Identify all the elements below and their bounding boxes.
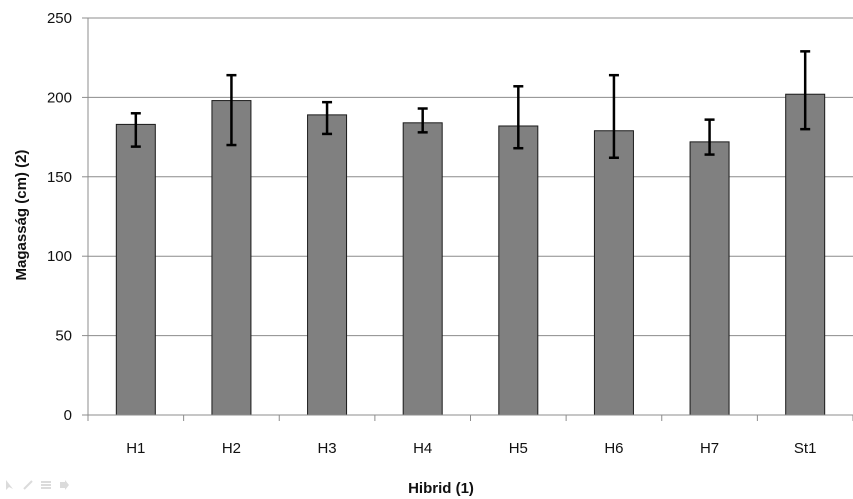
error-bar-h5: [513, 85, 524, 150]
bar-st1: [785, 93, 826, 416]
gridlines: [88, 17, 853, 337]
y-axis-title: Magasság (cm) (2): [13, 150, 30, 281]
next-icon[interactable]: [58, 478, 70, 490]
slide-toolbar: [4, 478, 70, 490]
x-tick-label: H3: [317, 440, 336, 457]
x-tick-label: H1: [126, 440, 145, 457]
x-tick-label: H4: [413, 440, 432, 457]
axes: [82, 17, 853, 421]
y-tick-label: 200: [47, 89, 72, 106]
x-tick-label: H2: [222, 440, 241, 457]
error-bar-h7: [704, 118, 715, 156]
cursor-icon[interactable]: [4, 478, 16, 490]
bar-h5: [498, 125, 539, 416]
error-bar-h2: [226, 73, 237, 147]
x-tick-label: St1: [794, 440, 817, 457]
error-bar-st1: [800, 50, 811, 131]
y-tick-label: 250: [47, 10, 72, 27]
bar-h1: [115, 123, 156, 416]
error-bar-h6: [608, 73, 619, 159]
error-bar-h1: [130, 112, 141, 148]
x-tick-labels: H1 H2 H3 H4 H5 H6 H7 St1: [126, 440, 816, 457]
x-tick-label: H6: [604, 440, 623, 457]
error-bar-h4: [417, 107, 428, 134]
bar-h6: [593, 130, 634, 416]
bar-h2: [211, 100, 252, 416]
pen-icon[interactable]: [22, 478, 34, 490]
bar-h7: [689, 141, 730, 416]
error-bar-h3: [322, 100, 333, 136]
x-axis-title: Hibrid (1): [408, 480, 474, 497]
y-tick-label: 50: [55, 328, 72, 345]
bars: [115, 93, 826, 416]
bar-h4: [402, 122, 443, 416]
bar-h3: [307, 114, 348, 416]
y-tick-label: 150: [47, 169, 72, 186]
x-tick-label: H5: [509, 440, 528, 457]
y-tick-label: 0: [64, 407, 72, 424]
y-tick-labels: 0 50 100 150 200 250: [47, 10, 72, 424]
y-tick-label: 100: [47, 248, 72, 265]
x-tick-label: H7: [700, 440, 719, 457]
error-bars: [130, 50, 811, 159]
menu-icon[interactable]: [40, 478, 52, 490]
